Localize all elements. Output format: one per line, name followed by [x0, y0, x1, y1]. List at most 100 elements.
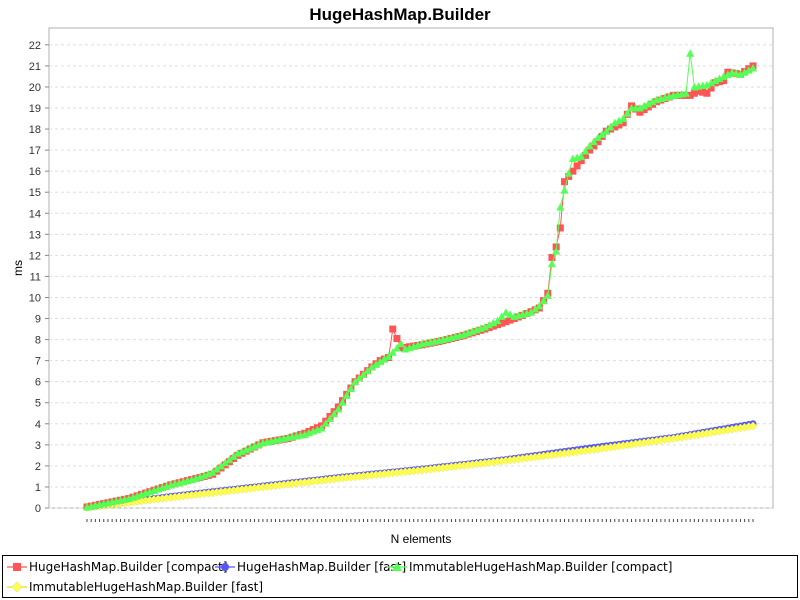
- legend-marker-diamond-icon: [7, 581, 27, 593]
- data-point: [480, 322, 489, 331]
- y-tick-label: 9: [35, 314, 41, 326]
- data-point: [640, 101, 649, 110]
- data-point: [543, 291, 552, 299]
- data-point: [581, 151, 589, 159]
- data-point: [485, 320, 494, 329]
- data-point: [380, 355, 389, 363]
- data-point: [581, 147, 590, 155]
- legend-marker-circle-icon: [215, 563, 235, 571]
- data-point: [325, 414, 334, 423]
- y-tick-label: 3: [35, 440, 41, 452]
- data-point: [497, 312, 506, 320]
- data-point: [367, 362, 376, 371]
- data-point: [489, 318, 498, 327]
- data-point: [564, 169, 573, 177]
- data-point: [376, 357, 385, 366]
- y-tick-label: 17: [29, 145, 41, 157]
- legend-label-4: ImmutableHugeHashMap.Builder [fast]: [29, 580, 264, 594]
- x-axis-label: N elements: [391, 532, 452, 546]
- data-point: [392, 344, 401, 352]
- legend: HugeHashMap.Builder [compact] HugeHashMa…: [2, 555, 798, 598]
- data-point: [569, 167, 577, 175]
- data-point: [208, 468, 217, 476]
- legend-item-1: HugeHashMap.Builder [compact]: [7, 559, 228, 575]
- y-tick-label: 7: [35, 356, 41, 368]
- y-tick-label: 8: [35, 335, 41, 347]
- legend-label-2: HugeHashMap.Builder [fast]: [237, 560, 407, 574]
- data-point: [711, 76, 720, 85]
- data-point: [614, 116, 623, 125]
- y-tick-label: 2: [35, 461, 41, 473]
- y-tick-label: 5: [35, 398, 41, 410]
- data-point: [635, 104, 644, 112]
- legend-label-1: HugeHashMap.Builder [compact]: [29, 560, 228, 574]
- data-point: [351, 377, 360, 386]
- y-tick-label: 0: [35, 503, 41, 515]
- y-tick-label: 15: [29, 187, 41, 199]
- y-tick-label: 11: [30, 271, 41, 283]
- legend-item-2: HugeHashMap.Builder [fast]: [215, 559, 406, 575]
- data-point: [535, 301, 544, 310]
- data-point: [363, 366, 372, 375]
- data-point: [393, 335, 401, 343]
- y-tick-label: 6: [35, 377, 41, 389]
- data-point: [707, 84, 715, 92]
- data-point: [506, 310, 515, 318]
- data-point: [703, 89, 711, 97]
- data-point: [749, 64, 757, 72]
- data-point: [388, 348, 397, 356]
- data-point: [636, 108, 644, 116]
- y-tick-label: 14: [29, 208, 41, 220]
- y-tick-label: 16: [29, 166, 41, 178]
- data-point: [615, 121, 623, 129]
- data-point: [561, 178, 569, 186]
- data-point: [501, 308, 510, 316]
- data-point: [702, 80, 711, 89]
- data-point: [648, 97, 657, 106]
- data-point: [748, 421, 758, 431]
- data-point: [715, 74, 724, 83]
- data-point: [334, 405, 343, 413]
- y-tick-label: 22: [29, 40, 41, 52]
- data-point: [539, 296, 548, 305]
- data-point: [644, 99, 653, 108]
- data-point: [547, 259, 556, 268]
- data-point: [502, 318, 510, 326]
- data-point: [493, 321, 501, 329]
- data-point: [229, 452, 238, 460]
- y-tick-label: 4: [35, 419, 41, 431]
- data-point: [506, 316, 514, 324]
- data-point: [556, 224, 564, 232]
- data-point: [498, 319, 506, 327]
- data-point: [606, 122, 615, 131]
- data-point: [321, 419, 330, 427]
- y-tick-label: 1: [35, 482, 41, 494]
- data-point: [221, 458, 230, 467]
- data-point: [585, 141, 594, 150]
- y-tick-label: 12: [29, 250, 41, 262]
- data-point: [740, 68, 749, 76]
- data-point: [744, 66, 753, 74]
- data-point: [330, 409, 339, 418]
- data-point: [590, 142, 598, 150]
- y-tick-label: 20: [29, 82, 41, 94]
- data-point: [372, 360, 381, 368]
- data-point: [611, 123, 619, 131]
- data-point: [560, 186, 569, 194]
- data-point: [586, 146, 594, 154]
- data-point: [610, 118, 619, 127]
- data-point: [719, 72, 728, 80]
- data-point: [493, 316, 502, 325]
- data-point: [355, 374, 364, 382]
- data-point: [619, 114, 628, 123]
- data-point: [594, 133, 603, 141]
- legend-item-3: ImmutableHugeHashMap.Builder [compact]: [387, 559, 672, 575]
- data-point: [217, 461, 226, 470]
- data-point: [681, 89, 690, 97]
- data-point: [397, 344, 405, 352]
- data-point: [707, 78, 716, 87]
- legend-marker-triangle-icon: [387, 562, 407, 571]
- data-point: [623, 109, 632, 117]
